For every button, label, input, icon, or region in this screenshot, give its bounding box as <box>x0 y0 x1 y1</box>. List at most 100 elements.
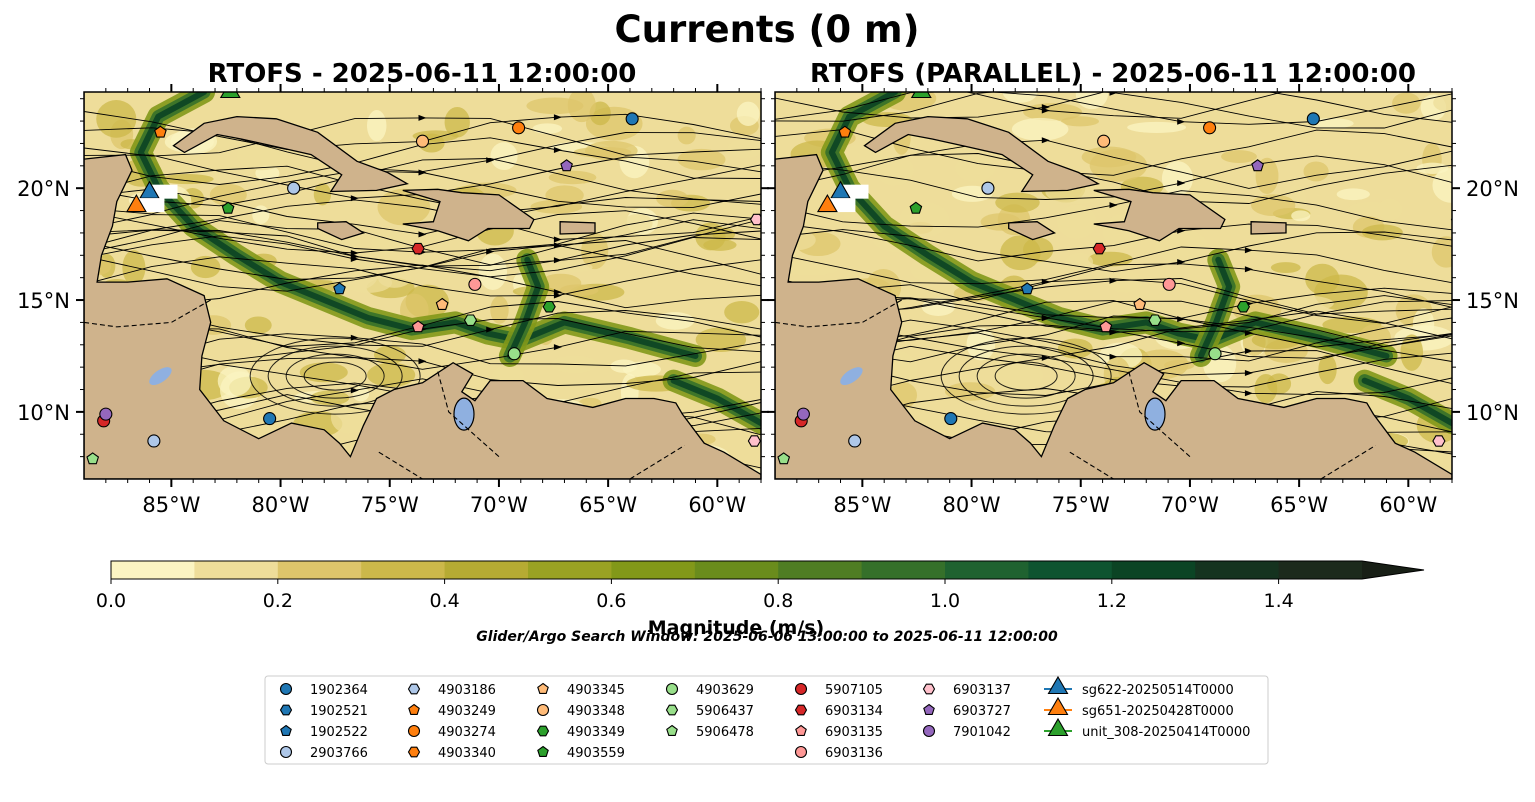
land-cuba <box>172 115 409 193</box>
colorbar-tick-label: 0.0 <box>96 590 126 612</box>
country-border <box>629 444 685 479</box>
colorbar-segment <box>194 561 279 579</box>
colorbar-tick-label: 0.2 <box>263 590 293 612</box>
legend-label: 4903186 <box>438 683 496 698</box>
land-hispaniola <box>1093 188 1226 242</box>
x-tick-label: 65°W <box>1270 493 1328 517</box>
country-border <box>437 371 500 458</box>
legend-marker <box>407 724 421 738</box>
legend-marker <box>1047 717 1069 737</box>
y-tick-label: 15°N <box>1466 289 1519 313</box>
argo-float-marker <box>777 452 791 465</box>
colorbar-tick-label: 1.4 <box>1263 590 1293 612</box>
argo-float-marker <box>981 181 995 195</box>
left-map <box>84 92 761 479</box>
argo-float-marker <box>848 434 862 448</box>
legend-marker <box>923 703 935 715</box>
legend-label: 6903134 <box>825 704 883 719</box>
argo-float-marker <box>263 412 277 426</box>
argo-float-marker <box>1208 347 1222 361</box>
argo-float-marker <box>221 201 235 214</box>
legend-label: 1902521 <box>310 704 368 719</box>
colorbar-segment <box>945 561 1029 579</box>
land-jamaica <box>317 221 366 241</box>
argo-float-marker <box>1251 159 1264 172</box>
colorbar-tick-label: 0.8 <box>763 590 793 612</box>
colorbar-tick-label: 0.6 <box>596 590 626 612</box>
legend-label: 4903348 <box>567 704 625 719</box>
legend-marker <box>795 724 807 736</box>
legend-label: 6903135 <box>825 725 883 740</box>
colorbar-extend-arrow <box>1362 561 1424 579</box>
x-tick-label: 70°W <box>1161 493 1219 517</box>
argo-float-marker <box>463 314 478 326</box>
x-tick-label: 65°W <box>579 493 637 517</box>
y-tick-label: 10°N <box>1466 401 1519 425</box>
x-tick-label: 80°W <box>252 493 310 517</box>
argo-float-marker <box>1203 121 1217 135</box>
argo-float-marker <box>147 434 161 448</box>
legend-marker <box>536 703 550 717</box>
x-tick-label: 75°W <box>361 493 419 517</box>
legend-marker <box>279 704 293 716</box>
legend-box <box>264 675 1269 765</box>
legend-label: 4903349 <box>567 725 625 740</box>
colorbar-segment <box>861 561 946 579</box>
argo-float-marker <box>333 282 346 295</box>
lake-nicaragua <box>840 367 863 386</box>
argo-float-marker <box>154 125 167 138</box>
x-tick-label: 85°W <box>833 493 891 517</box>
argo-float-marker <box>1162 277 1176 291</box>
legend-label: 6903727 <box>953 704 1011 719</box>
legend-marker <box>1047 696 1069 716</box>
legend-label: sg651-20250428T0000 <box>1082 704 1234 719</box>
left-map-frame <box>83 91 762 480</box>
y-tick-label: 10°N <box>17 401 70 425</box>
colorbar-segment <box>277 561 362 579</box>
land-cuba <box>863 115 1100 193</box>
land-puertorico <box>559 221 596 235</box>
colorbar-segment <box>111 561 195 579</box>
legend-marker <box>537 745 549 757</box>
glider-marker <box>816 193 838 213</box>
legend-marker <box>279 682 293 696</box>
right-map <box>775 92 1452 479</box>
argo-float-marker <box>99 407 113 421</box>
country-border <box>1128 371 1191 458</box>
legend-marker <box>794 682 808 696</box>
legend-marker <box>280 724 292 736</box>
legend-label: 4903629 <box>696 683 754 698</box>
colorbar: 0.0 0.2 0.4 0.6 0.8 1.0 1.2 1.4 <box>96 560 1425 612</box>
colorbar-segment <box>1028 561 1113 579</box>
argo-float-marker <box>747 435 761 447</box>
legend-label: 5907105 <box>825 683 883 698</box>
glider-marker <box>125 193 147 213</box>
land-hispaniola <box>402 188 535 242</box>
glider-marker <box>219 92 241 99</box>
legend: 1902364 1902521 1902522 2903766 4903186 49032… <box>279 675 1250 761</box>
lake-nicaragua <box>149 367 172 386</box>
right-panel-title: RTOFS (PARALLEL) - 2025-06-11 12:00:00 <box>810 59 1416 89</box>
map-axes: 85°W 80°W 75°W 70°W 65°W 60°W 20°N 15°N 10°N 85°W… <box>17 84 1519 517</box>
colorbar-segment <box>528 561 612 579</box>
argo-float-marker <box>1099 320 1113 333</box>
argo-float-marker <box>542 301 556 313</box>
colorbar-segment <box>1278 561 1363 579</box>
argo-float-marker <box>1450 217 1452 222</box>
argo-float-marker <box>1432 435 1446 447</box>
x-tick-label: 60°W <box>1379 493 1437 517</box>
colorbar-tick-label: 1.0 <box>930 590 960 612</box>
argo-float-marker <box>287 181 301 195</box>
legend-label: 6903136 <box>825 746 883 761</box>
legend-label: 4903559 <box>567 746 625 761</box>
colorbar-segment <box>611 561 696 579</box>
argo-float-marker <box>512 121 526 135</box>
legend-label: 4903340 <box>438 746 496 761</box>
legend-marker <box>408 703 420 715</box>
colorbar-segment <box>1111 561 1196 579</box>
land-jamaica <box>1008 221 1057 241</box>
legend-marker <box>279 745 293 759</box>
colorbar-segment <box>361 561 446 579</box>
legend-label: 5906478 <box>696 725 754 740</box>
legend-marker <box>794 745 808 759</box>
